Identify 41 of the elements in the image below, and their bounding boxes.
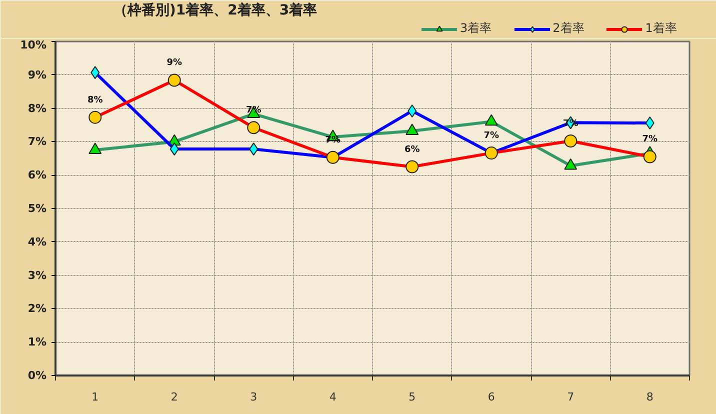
point (645, 116, 654, 130)
data-label: 8% (87, 95, 103, 106)
data-label: 6% (404, 144, 420, 155)
y-tick-label: 1% (28, 336, 47, 349)
point (249, 142, 258, 156)
x-tick-label: 5 (408, 390, 416, 404)
point (643, 150, 656, 164)
legend-label: 2着率 (552, 20, 584, 37)
y-tick-label: 3% (28, 268, 47, 282)
point (90, 66, 100, 80)
data-label: 7% (562, 119, 578, 130)
x-tick-label: 6 (488, 390, 495, 404)
x-tick-label: 1 (92, 390, 99, 404)
data-label: 7% (484, 131, 500, 142)
x-tick-label: 2 (170, 390, 178, 404)
y-tick-label: 0% (28, 369, 47, 382)
y-tick-label: 6% (28, 168, 47, 182)
y-tick-label: 10% (20, 38, 47, 52)
point (88, 142, 102, 154)
y-tick-label: 4% (28, 235, 47, 248)
data-label: 9% (166, 58, 182, 68)
x-tick-label: 7 (567, 390, 574, 404)
legend-label: 1着率 (645, 20, 677, 37)
x-tick-label: 8 (646, 390, 654, 404)
y-tick-label: 5% (28, 202, 47, 215)
point (88, 110, 102, 124)
y-tick-label: 2% (28, 302, 47, 316)
point (406, 160, 419, 174)
point (564, 134, 578, 148)
data-label: 7% (642, 134, 658, 145)
y-tick-label: 8% (28, 102, 47, 115)
y-tick-label: 7% (28, 135, 47, 148)
point (170, 142, 179, 156)
point (168, 74, 181, 87)
y-tick-label: 9% (28, 68, 47, 82)
x-tick-label: 4 (329, 390, 336, 404)
point (408, 104, 417, 118)
x-tick-label: 3 (250, 390, 258, 404)
legend-label: 3着率 (460, 20, 492, 37)
chart-title: （枠番別)1着率、2着率、3着率 (114, 2, 318, 18)
point (247, 121, 260, 134)
